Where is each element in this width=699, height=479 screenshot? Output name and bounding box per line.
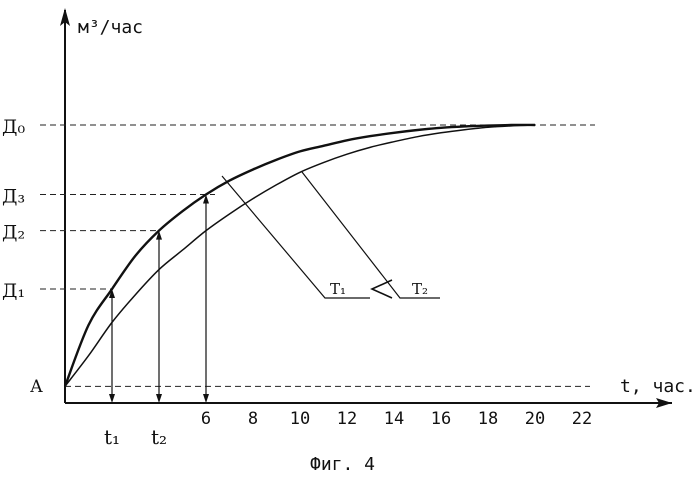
x-tick-label-6: 18: [478, 409, 498, 429]
time-markers: [109, 195, 209, 404]
y-level-label-2: Д₂: [2, 222, 25, 244]
x-tick-label-1: 8: [248, 409, 258, 429]
leader-line-t1: [222, 176, 370, 298]
time-marker-label-2: 6: [201, 409, 211, 429]
axes: [60, 8, 672, 408]
x-tick-label-8: 22: [572, 409, 592, 429]
x-tick-label-2: 10: [290, 409, 310, 429]
series-label-t2: T₂: [412, 280, 428, 298]
x-axis-label: t, час.: [620, 376, 696, 397]
y-level-label-0: Д₀: [2, 116, 25, 138]
origin-label: А: [30, 377, 43, 397]
y-level-label-1: Д₃: [2, 186, 25, 208]
y-axis-unit-label: м³/час: [78, 17, 143, 38]
x-tick-label-4: 14: [384, 409, 404, 429]
time-marker-arrow-down-0: [109, 394, 115, 403]
less-than-sign: [372, 280, 392, 298]
time-marker-label-1: t₂: [151, 425, 167, 449]
time-marker-label-0: t₁: [104, 425, 120, 449]
figure-caption: Фиг. 4: [310, 454, 375, 475]
time-marker-arrow-down-1: [156, 394, 162, 403]
x-tick-label-3: 12: [337, 409, 357, 429]
x-tick-label-7: 20: [525, 409, 545, 429]
series-label-t1: T₁: [330, 280, 346, 298]
series-group: [65, 125, 535, 386]
y-level-label-3: Д₁: [2, 280, 25, 302]
x-tick-label-5: 16: [431, 409, 451, 429]
time-marker-arrow-down-2: [203, 394, 209, 403]
labels: Д₀ Д₃ Д₂ Д₁ t₁ t₂ 6 8 10 12 14 16 18 20 22 T₁ T₂ м³/час t,…: [2, 17, 696, 475]
series-curve-0: [65, 125, 535, 386]
